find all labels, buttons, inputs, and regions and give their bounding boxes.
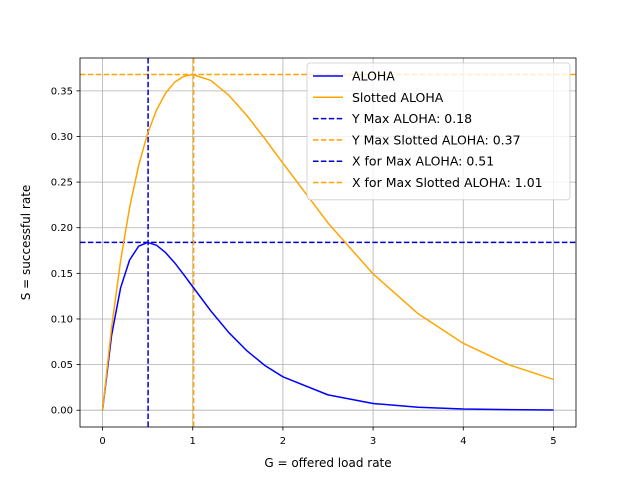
x-tick-label: 3 (370, 436, 376, 447)
plot-frame (79, 57, 577, 428)
legend-label: X for Max ALOHA: 0.51 (352, 154, 494, 169)
x-tick-label: 5 (550, 436, 556, 447)
legend-label: X for Max Slotted ALOHA: 1.01 (352, 175, 543, 190)
y-axis-ticks: 0.00 0.05 0.10 0.15 0.20 0.25 0.30 0.35 (51, 86, 80, 417)
x-tick-label: 4 (460, 436, 466, 447)
y-tick-label: 0.30 (51, 132, 73, 143)
legend-box (306, 62, 571, 201)
series-line (101, 73, 554, 411)
y-tick-label: 0.10 (51, 314, 73, 325)
legend-label: Y Max ALOHA: 0.18 (351, 111, 472, 126)
legend-label: Y Max Slotted ALOHA: 0.37 (351, 132, 521, 147)
legend-label: ALOHA (352, 69, 395, 84)
y-tick-label: 0.15 (51, 269, 73, 280)
y-tick-label: 0.00 (51, 406, 73, 417)
x-tick-label: 1 (190, 436, 196, 447)
legend-label: Slotted ALOHA (352, 90, 444, 105)
series-line (101, 241, 554, 411)
y-tick-label: 0.05 (51, 360, 73, 371)
y-tick-label: 0.25 (51, 178, 73, 189)
legend: ALOHA Slotted ALOHA Y Max ALOHA: 0.18 Y Max… (306, 62, 571, 201)
y-tick-label: 0.20 (51, 223, 73, 234)
series-lines (101, 73, 554, 411)
x-axis-ticks: 0 1 2 3 4 5 (99, 427, 557, 447)
y-tick-label: 0.35 (51, 86, 73, 97)
x-tick-label: 2 (280, 436, 286, 447)
x-axis-label: G = offered load rate (264, 456, 391, 470)
y-axis-label: S = successful rate (19, 185, 33, 301)
x-tick-label: 0 (99, 436, 105, 447)
